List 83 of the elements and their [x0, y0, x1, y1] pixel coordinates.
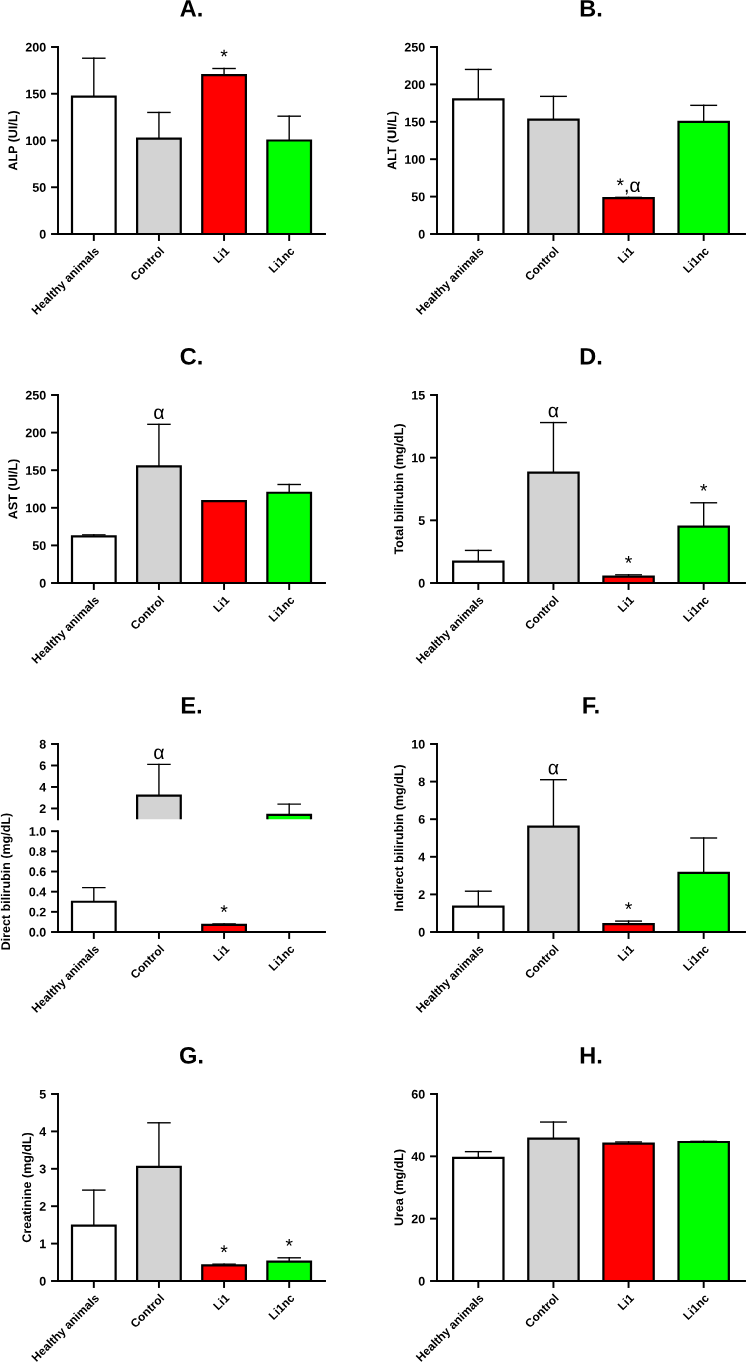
y-tick-label: 5 [39, 1089, 46, 1099]
y-tick-label: 1 [40, 1239, 46, 1249]
chart-title: C. [180, 347, 202, 365]
y-tick-label: 6 [39, 761, 46, 771]
y-tick-label: 0.8 [29, 847, 46, 857]
y-tick-label: 0 [39, 1276, 46, 1286]
annotation: * [285, 1239, 293, 1246]
x-tick-label: Li1 [617, 595, 635, 613]
y-axis-title: Total bilirubin (mg/dL) [394, 424, 406, 555]
x-tick-label: Li1 [212, 1293, 230, 1311]
annotation: α [548, 763, 559, 775]
x-tick-label: Li1 [617, 944, 635, 962]
y-tick-label: 10 [412, 453, 425, 463]
y-tick-label: 50 [32, 541, 46, 551]
y-tick-label: 200 [25, 42, 46, 52]
y-tick-label: 2 [418, 890, 425, 899]
y-axis-title: Creatinine (mg/dL) [21, 1132, 34, 1243]
annotation: α [548, 406, 559, 418]
y-tick-label: 0 [418, 229, 425, 239]
y-axis-title: ALP (UI/L) [8, 111, 20, 171]
y-tick-label: 4 [39, 1127, 47, 1136]
chart-title: E. [181, 697, 202, 714]
y-tick-label: 8 [418, 777, 425, 787]
y-tick-label: 50 [411, 192, 425, 202]
y-tick-label: 0.4 [29, 887, 47, 897]
chart-title: H. [580, 1047, 602, 1064]
y-axis-title: AST (UI/L) [8, 459, 20, 519]
chart-title: A. [180, 0, 202, 17]
annotation: * [625, 902, 633, 910]
chart-title: D. [580, 348, 602, 365]
y-tick-label: 1.0 [29, 827, 46, 836]
y-tick-label: 0 [39, 578, 46, 588]
y-tick-label: 0 [418, 1276, 425, 1286]
y-tick-label: 8 [39, 739, 46, 749]
y-tick-label: 250 [25, 390, 46, 400]
y-axis-title: Direct bilirubin (mg/dL) [0, 813, 13, 950]
y-tick-label: 6 [418, 815, 425, 824]
annotation: * [700, 483, 708, 491]
y-tick-label: 0 [418, 927, 425, 937]
y-tick-label: 4 [39, 782, 47, 792]
y-tick-label: 150 [405, 117, 425, 127]
chart-title: B. [580, 0, 602, 17]
y-axis-title: Indirect bilirubin (mg/dL) [394, 765, 406, 911]
y-tick-label: 150 [26, 89, 46, 99]
y-tick-label: 10 [412, 739, 425, 749]
y-tick-label: 2 [39, 1202, 46, 1211]
y-tick-label: 5 [418, 516, 425, 525]
chart-title: F. [583, 697, 599, 714]
chart-title: G. [180, 1046, 203, 1064]
x-tick-label: Li1 [617, 246, 635, 264]
x-tick-label: Li1 [212, 595, 230, 613]
y-tick-label: 20 [411, 1214, 425, 1224]
y-tick-label: 4 [418, 852, 426, 862]
y-tick-label: 60 [411, 1089, 425, 1099]
y-tick-label: 100 [26, 503, 46, 513]
x-tick-label: Li1 [212, 246, 230, 264]
y-tick-label: 100 [26, 136, 46, 146]
annotation: α [154, 748, 164, 760]
annotation: * [220, 905, 228, 912]
y-tick-label: 200 [25, 428, 46, 438]
y-tick-label: 0.2 [29, 907, 46, 917]
y-tick-label: 50 [32, 183, 46, 192]
y-tick-label: 0.6 [29, 867, 46, 877]
y-tick-label: 150 [26, 466, 46, 475]
y-tick-label: 0 [418, 578, 425, 588]
annotation: * [220, 49, 228, 57]
x-tick-label: Li1 [212, 944, 230, 962]
annotation: * [220, 1245, 228, 1253]
y-axis-title: Urea (mg/dL) [394, 1149, 406, 1226]
y-tick-label: 0 [39, 229, 46, 239]
y-tick-label: 100 [405, 155, 425, 164]
annotation: * [625, 556, 633, 563]
y-tick-label: 3 [39, 1164, 46, 1174]
y-tick-label: 2 [39, 804, 46, 813]
annotation: *,α [616, 178, 641, 195]
y-tick-label: 40 [411, 1152, 425, 1161]
y-tick-label: 250 [404, 42, 425, 52]
y-tick-label: 200 [404, 80, 425, 90]
y-axis-title: ALT (UI/L) [387, 111, 399, 170]
y-tick-label: 0.0 [29, 927, 46, 937]
x-tick-label: Li1 [617, 1293, 635, 1311]
y-tick-label: 15 [412, 390, 425, 400]
annotation: α [154, 408, 164, 420]
